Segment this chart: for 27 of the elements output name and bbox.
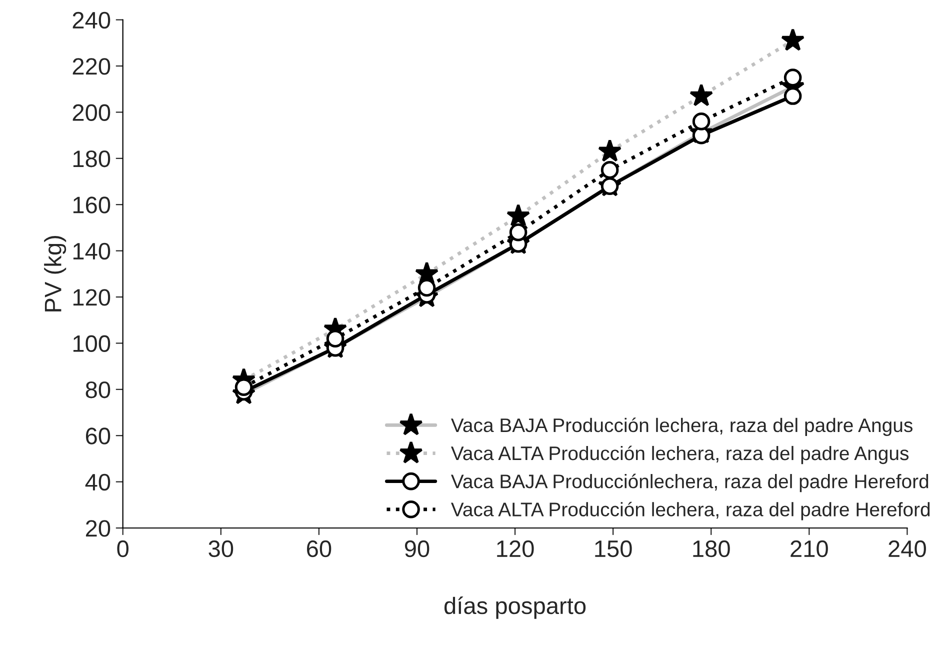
legend-label: Vaca ALTA Producción lechera, raza del padre Hereford [450, 502, 930, 520]
y-tick-label: 20 [86, 520, 110, 537]
x-tick-label: 60 [307, 540, 332, 558]
x-axis-title: días posparto [444, 596, 586, 619]
x-tick-label: 210 [790, 540, 828, 558]
y-tick-label: 160 [73, 196, 110, 214]
y-axis-title: PV (kg) [44, 236, 66, 312]
y-tick-label: 120 [73, 289, 110, 306]
y-tick-label: 80 [86, 381, 110, 398]
x-tick-label: 0 [117, 540, 128, 558]
x-tick-label: 30 [208, 540, 234, 558]
y-tick-label: 180 [73, 150, 110, 168]
y-tick-label: 60 [86, 428, 110, 444]
legend-label: Vaca ALTA Producción lechera, raza del padre Angus [450, 446, 909, 464]
y-tick-label: 100 [73, 335, 110, 352]
y-tick-label: 220 [72, 58, 110, 75]
y-tick-label: 40 [85, 474, 110, 491]
y-tick-label: 240 [72, 12, 110, 29]
y-tick-label: 200 [72, 104, 110, 121]
y-tick-label: 140 [73, 242, 110, 260]
x-tick-label: 180 [693, 540, 730, 558]
x-tick-label: 120 [497, 540, 534, 558]
x-tick-label: 90 [404, 540, 430, 558]
x-tick-label: 240 [888, 540, 926, 558]
legend-label: Vaca BAJA Producción lechera, raza del padre Angus [450, 418, 912, 436]
legend-label: Vaca BAJA Producciónlechera, raza del padre Hereford [450, 474, 928, 492]
x-tick-label: 150 [595, 540, 632, 558]
